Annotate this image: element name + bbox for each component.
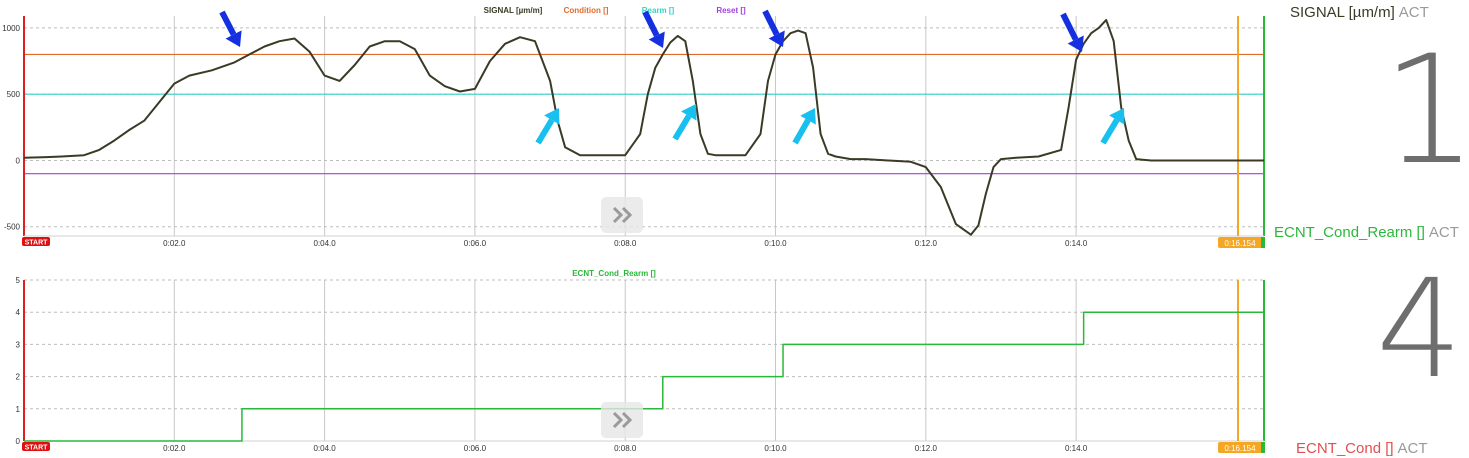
x-tick-label: 0:14.0 <box>1065 444 1088 453</box>
start-badge: START <box>22 442 50 452</box>
signal-side-act: ACT <box>1398 4 1429 21</box>
plot-background <box>24 280 1264 441</box>
x-tick-label: 0:08.0 <box>614 444 637 453</box>
start-badge-box <box>22 442 50 451</box>
cursor-time-label: 0:16.154 <box>1224 444 1256 453</box>
x-tick-label: 0:12.0 <box>915 444 938 453</box>
nav-chevron-path <box>612 411 633 429</box>
y-tick-label: 5 <box>16 276 21 285</box>
annotation-arrow-icon <box>762 9 785 47</box>
chart-panel-2: 5 4 3 2 1 0 0:02.0 0:04.0 0:06.0 0:08.0 0:10.0 0:12… <box>16 269 1265 453</box>
chart-panel-1: 1000 500 0 -500 0:02.0 0:04.0 0:06.0 0:08.0 0:10… <box>2 6 1265 248</box>
x-tick-label: 0:02.0 <box>163 444 186 453</box>
annotation-arrow-icon <box>1060 12 1084 52</box>
x-tick-label: 0:08.0 <box>614 239 637 248</box>
cursor-time-edge <box>1261 442 1265 453</box>
panel-title: ECNT_Cond_Rearm [] <box>572 269 656 278</box>
cursor-time-badge: 0:16.154 <box>1218 442 1265 453</box>
y-tick-label: 3 <box>16 340 21 349</box>
x-tick-label: 0:06.0 <box>464 444 487 453</box>
annotation-arrow-head <box>648 31 665 48</box>
x-tick-label: 0:12.0 <box>915 239 938 248</box>
annotation-arrow-head <box>1109 108 1125 125</box>
y-tick-label: -500 <box>4 223 21 232</box>
cond-side-label: ECNT_Cond [] ACT <box>1296 440 1428 457</box>
plot-background <box>24 16 1264 236</box>
signal-side-name: SIGNAL [µm/m] <box>1290 4 1395 21</box>
rearm-side-act: ACT <box>1428 224 1459 241</box>
annotation-arrow-icon <box>792 108 816 145</box>
legend-entry: Rearm [] <box>642 6 675 15</box>
cursor-time-label: 0:16.154 <box>1224 239 1256 248</box>
x-tick-label: 0:06.0 <box>464 239 487 248</box>
start-badge: START <box>22 237 50 247</box>
x-tick-label: 0:10.0 <box>764 239 787 248</box>
cond-side-name: ECNT_Cond [] <box>1296 440 1394 457</box>
y-tick-label: 2 <box>16 373 21 382</box>
x-tick-label: 0:04.0 <box>313 444 336 453</box>
series-line-1 <box>23 19 1264 236</box>
cursor-time-edge <box>1261 237 1265 248</box>
start-badge-label: START <box>25 445 49 452</box>
y-tick-label: 0 <box>16 156 21 165</box>
annotation-arrow-head <box>544 108 560 125</box>
annotation-arrow-icon <box>672 104 697 141</box>
y-tick-label: 4 <box>16 308 21 317</box>
annotation-arrow-icon <box>1100 108 1125 145</box>
annotation-arrow-shaft <box>762 9 780 36</box>
x-tick-label: 0:10.0 <box>764 444 787 453</box>
annotation-arrow-shaft <box>1060 12 1079 41</box>
rearm-side-label: ECNT_Cond_Rearm [] ACT <box>1274 224 1459 241</box>
annotation-arrow-icon <box>535 108 560 145</box>
start-badge-box <box>22 237 50 246</box>
series-line-1 <box>24 311 1264 442</box>
y-tick-label: 1000 <box>2 24 20 33</box>
y-tick-label: 500 <box>7 90 21 99</box>
annotation-arrow-head <box>800 108 816 125</box>
rearm-current-value: 4 <box>1376 251 1463 409</box>
annotation-arrow-head <box>225 30 242 47</box>
annotation-arrow-head <box>768 30 785 47</box>
signal-current-value: 1 <box>1382 24 1469 198</box>
legend-entry: SIGNAL [µm/m] <box>484 6 543 15</box>
annotation-arrow-shaft <box>792 118 811 145</box>
cursor-time-box <box>1218 237 1262 248</box>
annotation-arrow-icon <box>219 10 242 47</box>
annotation-arrow-shaft <box>642 10 660 37</box>
y-tick-label: 1 <box>16 405 21 414</box>
annotation-arrow-shaft <box>672 114 692 141</box>
double-chevron-right-icon <box>601 197 643 233</box>
legend-entry: Condition [] <box>564 6 609 15</box>
annotation-arrow-shaft <box>535 118 555 145</box>
start-badge-label: START <box>25 240 49 247</box>
legend-entry: Reset [] <box>716 6 746 15</box>
annotation-arrow-head <box>1067 35 1084 52</box>
rearm-side-name: ECNT_Cond_Rearm [] <box>1274 224 1425 241</box>
x-tick-label: 0:02.0 <box>163 239 186 248</box>
x-tick-label: 0:14.0 <box>1065 239 1088 248</box>
cond-side-act: ACT <box>1397 440 1428 457</box>
cursor-time-badge: 0:16.154 <box>1218 237 1265 248</box>
signal-side-label: SIGNAL [µm/m] ACT <box>1290 4 1429 21</box>
double-chevron-right-icon <box>601 402 643 438</box>
nav-chevron-path <box>612 206 633 224</box>
y-tick-label: 0 <box>16 437 21 446</box>
annotation-arrow-icon <box>642 10 665 48</box>
x-tick-label: 0:04.0 <box>313 239 336 248</box>
annotation-arrow-head <box>681 104 697 121</box>
annotation-arrow-shaft <box>219 10 237 36</box>
annotation-arrow-shaft <box>1100 118 1120 145</box>
cursor-time-box <box>1218 442 1262 453</box>
